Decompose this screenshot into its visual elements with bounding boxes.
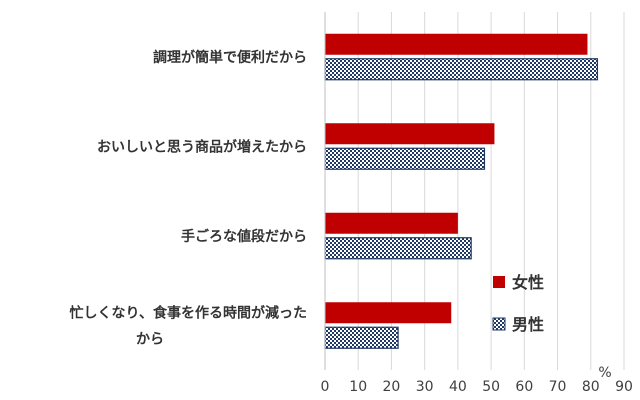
category-label: 忙しくなり、食事を作る時間が減った — [70, 304, 307, 321]
bar-male — [324, 326, 399, 349]
x-tick-label: 90 — [615, 379, 633, 395]
x-tick-label: 40 — [449, 379, 467, 395]
category-label: から — [136, 331, 164, 347]
bar-female — [325, 33, 588, 55]
category-label: おいしいと思う商品が増えたから — [97, 138, 307, 155]
x-tick-label: 70 — [549, 379, 567, 395]
unit-label: % — [598, 365, 611, 381]
bars — [324, 33, 599, 349]
bar-male — [324, 147, 486, 170]
bar-male — [324, 58, 599, 81]
bar-male — [324, 237, 472, 260]
category-label: 手ごろな値段だから — [181, 228, 307, 245]
x-tick-label: 80 — [582, 379, 600, 395]
legend-label: 男性 — [512, 315, 544, 334]
legend-label: 女性 — [512, 273, 544, 292]
bar-female — [325, 212, 458, 234]
legend-swatch — [492, 317, 506, 331]
x-tick-label: 10 — [349, 379, 367, 395]
category-labels: 調理が簡単で便利だからおいしいと思う商品が増えたから手ごろな値段だから忙しくなり… — [70, 49, 307, 348]
category-label: 調理が簡単で便利だから — [153, 49, 307, 66]
bar-female — [325, 302, 452, 324]
x-tick-label: 20 — [383, 379, 401, 395]
x-tick-label: 60 — [515, 379, 533, 395]
x-tick-label: 0 — [321, 379, 330, 395]
x-tick-label: 50 — [482, 379, 500, 395]
x-tick-label: 30 — [416, 379, 434, 395]
axis: 0 10 20 30 40 50 60 70 80 90% — [321, 12, 633, 395]
legend-swatch — [493, 276, 505, 288]
bar-female — [325, 123, 495, 145]
